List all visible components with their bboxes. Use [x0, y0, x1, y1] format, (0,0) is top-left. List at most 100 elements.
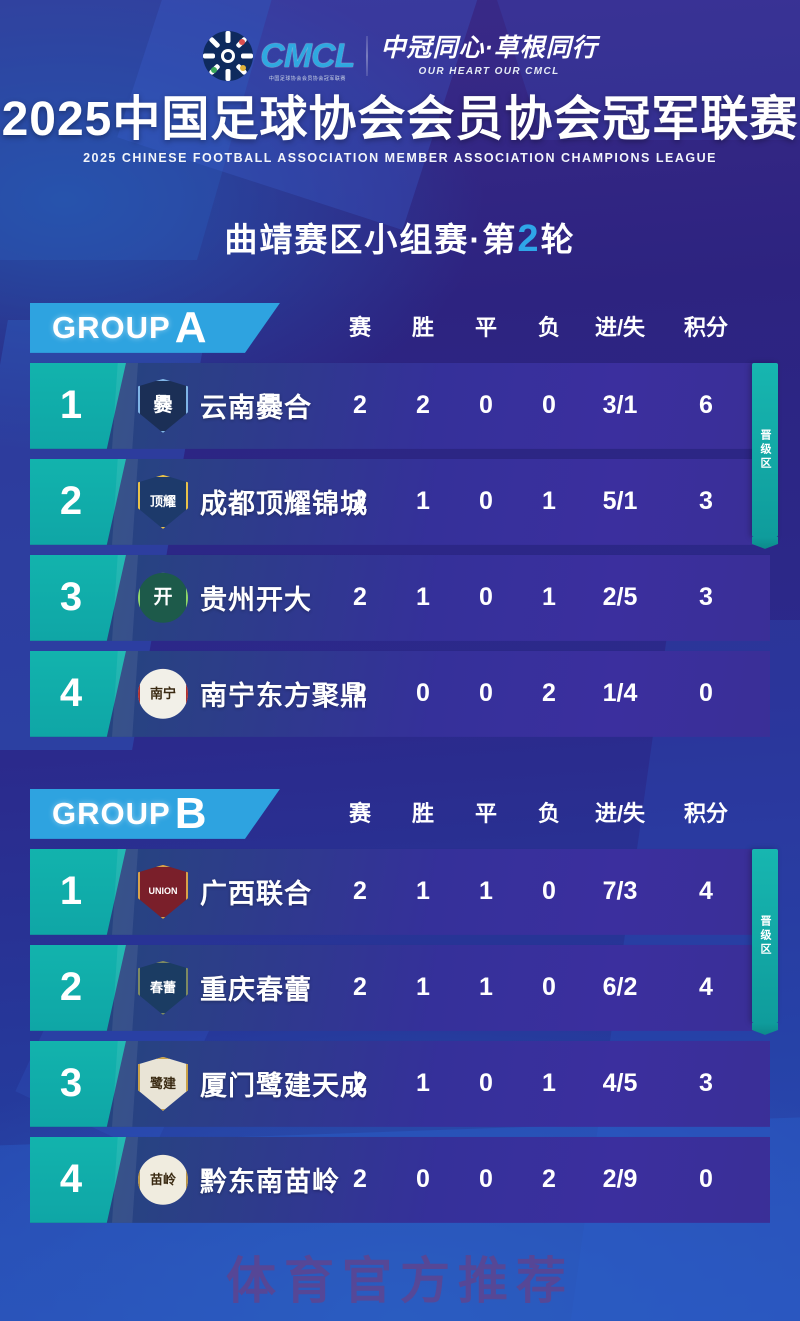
- stat-loss: 2: [542, 1165, 556, 1194]
- stat-played: 2: [353, 877, 367, 906]
- stat-draw: 0: [479, 1165, 493, 1194]
- team-crest-icon: 南宁: [138, 667, 188, 721]
- team-name: 贵州开大: [200, 585, 312, 616]
- group-word: GROUP: [52, 309, 171, 345]
- stat-draw: 0: [479, 391, 493, 420]
- stat-goals: 3/1: [602, 391, 638, 420]
- table-row[interactable]: 4 苗岭 黔东南苗岭 2 0 0 2 2/9 0: [30, 1136, 770, 1223]
- stat-draw: 0: [479, 679, 493, 708]
- team-crest-glyph: 鹭建: [138, 1056, 188, 1111]
- column-header-5: 积分: [683, 314, 729, 340]
- brand-logo-block: CMCL 中国足球协会会员协会冠军联赛: [202, 30, 355, 82]
- rank-badge: 4: [30, 1136, 126, 1223]
- group-word: GROUP: [52, 795, 171, 831]
- rank-badge: 3: [30, 554, 126, 641]
- column-header-1: 胜: [411, 314, 435, 340]
- promotion-zone-tab: 晋级区: [752, 848, 778, 1023]
- standings-rows: 1 UNION 广西联合 2 1 1 0 7/3 4 2 春蕾 重庆春蕾 2 1 1 0 6/2 4 3 鹭建 厦门鹭建…: [30, 848, 778, 1223]
- column-headers: 赛 胜 平 负 进/失 积分: [30, 787, 770, 837]
- stat-goals: 1/4: [602, 679, 638, 708]
- stat-loss: 1: [542, 487, 556, 516]
- rank-number: 2: [59, 965, 83, 1010]
- stat-played: 2: [353, 1069, 367, 1098]
- team-name: 黔东南苗岭: [200, 1167, 340, 1198]
- stat-points: 3: [699, 583, 713, 612]
- rank-badge: 1: [30, 362, 126, 449]
- table-row[interactable]: 1 爨云南爨合 2 2 0 0 3/1 6: [30, 362, 770, 449]
- group-tag: GROUP B: [30, 788, 280, 839]
- brand-bar: CMCL 中国足球协会会员协会冠军联赛 中冠同心·草根同行 OUR HEART …: [0, 0, 800, 82]
- team-crest-glyph: 苗岭: [138, 1154, 188, 1205]
- subtitle-prefix: 曲靖赛区小组赛·第: [224, 220, 518, 258]
- stat-points: 3: [699, 1069, 713, 1098]
- group-letter: B: [174, 788, 207, 838]
- group-block-b: GROUP B 赛 胜 平 负 进/失 积分 1 UNION 广西联合 2 1 1 0 7/3 4 2 春蕾 重庆春蕾…: [0, 787, 800, 1223]
- group-tag: GROUP A: [30, 302, 280, 353]
- rank-number: 4: [59, 1157, 83, 1202]
- page-subtitle: 曲靖赛区小组赛·第2轮: [0, 213, 800, 261]
- team-crest-glyph: 开: [138, 572, 188, 623]
- team-crest-glyph: UNION: [138, 864, 188, 919]
- stat-points: 4: [699, 973, 713, 1002]
- team-crest-icon: 鹭建: [138, 1056, 188, 1111]
- table-row[interactable]: 1 UNION 广西联合 2 1 1 0 7/3 4: [30, 848, 770, 935]
- stat-points: 3: [699, 487, 713, 516]
- team-name: 重庆春蕾: [200, 975, 312, 1006]
- cmcl-burst-logo-icon: [202, 30, 254, 82]
- table-row[interactable]: 2 春蕾 重庆春蕾 2 1 1 0 6/2 4: [30, 944, 770, 1031]
- column-header-4: 进/失: [594, 314, 646, 340]
- cmcl-acronym: CMCL: [260, 37, 355, 75]
- cmcl-acronym-subtitle: 中国足球协会会员协会冠军联赛: [268, 76, 346, 82]
- subtitle-suffix: 轮: [540, 220, 576, 258]
- group-block-a: GROUP A 赛胜平负进/失 积分 1 爨云南爨合 2 2 0 0 3/1 6 2 顶耀 成都顶耀锦城 2 1…: [0, 301, 800, 737]
- stat-played: 2: [353, 679, 367, 708]
- stat-goals: 4/5: [602, 1069, 638, 1098]
- stat-points: 6: [699, 391, 713, 420]
- stat-win: 1: [416, 487, 430, 516]
- rank-number: 3: [59, 1061, 83, 1106]
- stat-played: 2: [353, 973, 367, 1002]
- table-row[interactable]: 2 顶耀 成都顶耀锦城 2 1 0 1 5/1 3: [30, 458, 770, 545]
- column-header-5: 积分: [683, 800, 729, 826]
- team-crest-glyph: 春蕾: [138, 960, 188, 1015]
- column-header-0: 赛: [348, 314, 372, 340]
- team-name: 成都顶耀锦城: [200, 489, 368, 520]
- stat-loss: 0: [542, 391, 556, 420]
- brand-slogan-block: 中冠同心·草根同行 OUR HEART OUR CMCL: [380, 33, 598, 77]
- team-crest-glyph: 爨: [138, 378, 188, 433]
- table-row[interactable]: 3 开贵州开大 2 1 0 1 2/5 3: [30, 554, 770, 641]
- stat-goals: 6/2: [602, 973, 638, 1002]
- table-row[interactable]: 3 鹭建 厦门鹭建天成 2 1 0 1 4/5 3: [30, 1040, 770, 1127]
- rank-number: 1: [59, 383, 83, 428]
- stat-draw: 0: [479, 487, 493, 516]
- stat-loss: 1: [542, 583, 556, 612]
- stat-win: 0: [416, 1165, 430, 1194]
- stat-win: 1: [416, 1069, 430, 1098]
- column-header-3: 负: [537, 800, 561, 826]
- slogan-zh: 中冠同心·草根同行: [380, 33, 598, 62]
- stat-draw: 1: [479, 973, 493, 1002]
- rank-number: 2: [59, 479, 83, 524]
- stat-win: 1: [416, 877, 430, 906]
- page-title: 2025中国足球协会会员协会冠军联赛: [1, 93, 799, 146]
- stat-goals: 7/3: [602, 877, 638, 906]
- team-name: 南宁东方聚鼎: [200, 681, 368, 712]
- stat-loss: 0: [542, 973, 556, 1002]
- stat-win: 2: [416, 391, 430, 420]
- column-header-0: 赛: [348, 800, 372, 826]
- team-crest-icon: 顶耀: [138, 474, 188, 529]
- stat-win: 0: [416, 679, 430, 708]
- team-crest-icon: 开: [138, 571, 188, 625]
- rank-badge: 2: [30, 944, 126, 1031]
- rank-badge: 1: [30, 848, 126, 935]
- stat-win: 1: [416, 973, 430, 1002]
- team-crest-glyph: 南宁: [138, 668, 188, 719]
- subtitle-round-number: 2: [517, 217, 541, 260]
- team-name: 云南爨合: [200, 393, 312, 424]
- team-name: 厦门鹭建天成: [200, 1071, 368, 1102]
- stat-goals: 2/5: [602, 583, 638, 612]
- column-header-3: 负: [537, 314, 561, 340]
- table-row[interactable]: 4 南宁 南宁东方聚鼎 2 0 0 2 1/4 0: [30, 650, 770, 737]
- team-crest-icon: 苗岭: [138, 1153, 188, 1207]
